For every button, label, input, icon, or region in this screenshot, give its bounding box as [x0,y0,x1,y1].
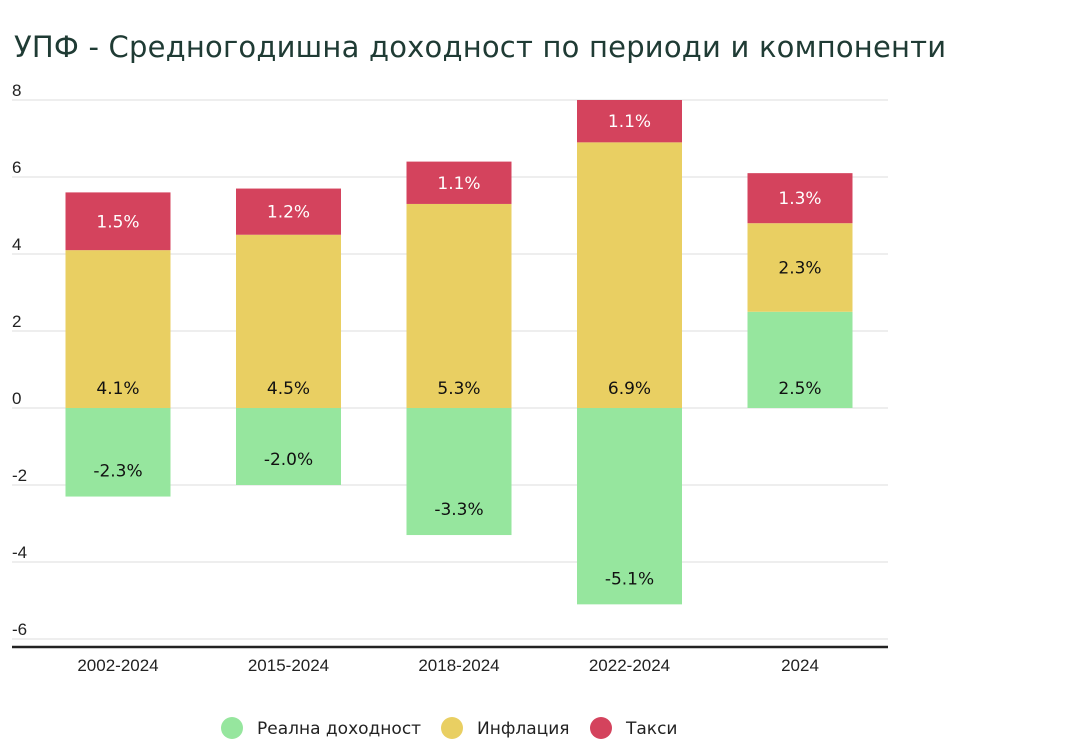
y-tick-label: -6 [12,620,27,639]
y-tick-label: 6 [12,158,21,177]
bar-segment-инфлация [747,223,853,312]
y-tick-label: -2 [12,466,27,485]
data-label: 4.1% [96,379,139,399]
legend-swatch [441,717,463,739]
bar-segment-реална-доходност [747,311,853,408]
bar-segment-такси [65,192,171,251]
bar-segment-такси [236,188,341,235]
y-tick-label: 4 [12,235,21,254]
data-label: 6.9% [608,379,651,399]
bar-segment-инфлация [65,250,171,408]
data-label: -5.1% [605,569,654,589]
bar-segment-реална-доходност [65,408,171,497]
data-label: -2.3% [93,462,142,482]
data-label: 4.5% [267,379,310,399]
bar-segment-инфлация [406,203,512,408]
data-label: 1.2% [267,203,310,223]
data-label: 1.5% [96,212,139,232]
x-tick-label: 2015-2024 [248,656,329,675]
bar-segment-такси [406,161,512,204]
data-label: -2.0% [264,450,313,470]
bar-segment-инфлация [236,234,341,408]
chart-title: УПФ - Средногодишна доходност по периоди… [14,30,947,64]
bar-segment-реална-доходност [406,408,512,536]
y-tick-label: 2 [12,312,21,331]
data-label: 5.3% [437,379,480,399]
x-tick-label: 2022-2024 [589,656,670,675]
bar-segment-инфлация [577,142,682,408]
bar-segment-реална-доходност [577,408,682,605]
x-tick-label: 2018-2024 [418,656,499,675]
bar-segment-такси [577,100,682,143]
x-tick-label: 2002-2024 [77,656,158,675]
data-label: 1.1% [608,112,651,132]
bar-segment-реална-доходност [236,408,341,485]
data-label: 2.5% [778,379,821,399]
data-label: 2.3% [778,258,821,278]
bar-segment-такси [747,173,853,224]
legend-swatch [590,717,612,739]
data-label: 1.1% [437,174,480,194]
legend-swatch [221,717,243,739]
legend-label: Инфлация [477,719,570,739]
y-tick-label: -4 [12,543,27,562]
x-tick-label: 2024 [781,656,819,675]
y-tick-label: 8 [12,81,21,100]
legend-label: Такси [625,719,677,739]
data-label: -3.3% [434,500,483,520]
y-tick-label: 0 [12,389,21,408]
data-label: 1.3% [778,189,821,209]
legend-label: Реална доходност [257,719,421,739]
